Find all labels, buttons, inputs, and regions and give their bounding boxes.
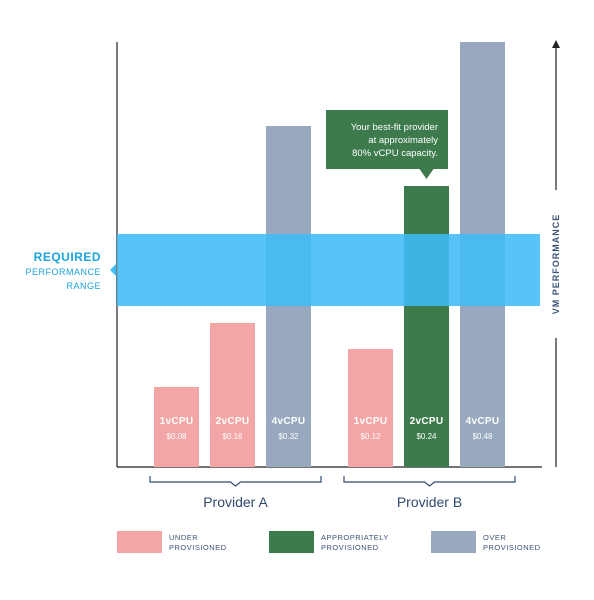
group-label: Provider A [203, 494, 268, 510]
group-label: Provider B [397, 494, 462, 510]
bar-1-1 [154, 387, 199, 467]
group-bracket [343, 476, 516, 487]
bar-label: 4vCPU [272, 416, 306, 427]
group-bracket [149, 476, 322, 487]
legend-swatch-appropriate [269, 531, 314, 553]
callout-text-line: at approximately [368, 135, 438, 146]
bar-2-2 [404, 186, 449, 467]
performance-arrow-head [552, 40, 560, 48]
callout-text-line: 80% vCPU capacity. [352, 148, 438, 159]
bar-price: $0.32 [278, 432, 299, 441]
bar-price: $0.08 [166, 432, 187, 441]
legend-label-line1: APPROPRIATELY [321, 533, 389, 542]
bar-label: 1vCPU [354, 416, 388, 427]
bar-price: $0.24 [416, 432, 437, 441]
band-pointer [110, 264, 116, 276]
legend-label-line2: PROVISIONED [169, 543, 227, 552]
required-performance-band [117, 234, 540, 306]
band-label-title: REQUIRED [34, 250, 101, 264]
bar-label: 2vCPU [216, 416, 250, 427]
callout-text-line: Your best-fit provider [351, 122, 438, 133]
bar-price: $0.16 [222, 432, 243, 441]
legend-label-line1: UNDER [169, 533, 198, 542]
bar-label: 1vCPU [160, 416, 194, 427]
legend-swatch-over [431, 531, 476, 553]
band-label-line2: PERFORMANCE [25, 267, 101, 277]
bar-label: 2vCPU [410, 416, 444, 427]
bar-price: $0.48 [472, 432, 493, 441]
legend-label-line2: PROVISIONED [483, 543, 541, 552]
bar-1-2 [210, 323, 255, 467]
legend-label-line1: OVER [483, 533, 506, 542]
legend-label-line2: PROVISIONED [321, 543, 379, 552]
bar-label: 4vCPU [466, 416, 500, 427]
callout-box [326, 110, 448, 179]
legend-swatch-under [117, 531, 162, 553]
bar-price: $0.12 [360, 432, 381, 441]
y-axis-title: VM PERFORMANCE [551, 214, 561, 315]
bar-2-1 [348, 349, 393, 467]
band-label-line3: RANGE [66, 281, 101, 291]
